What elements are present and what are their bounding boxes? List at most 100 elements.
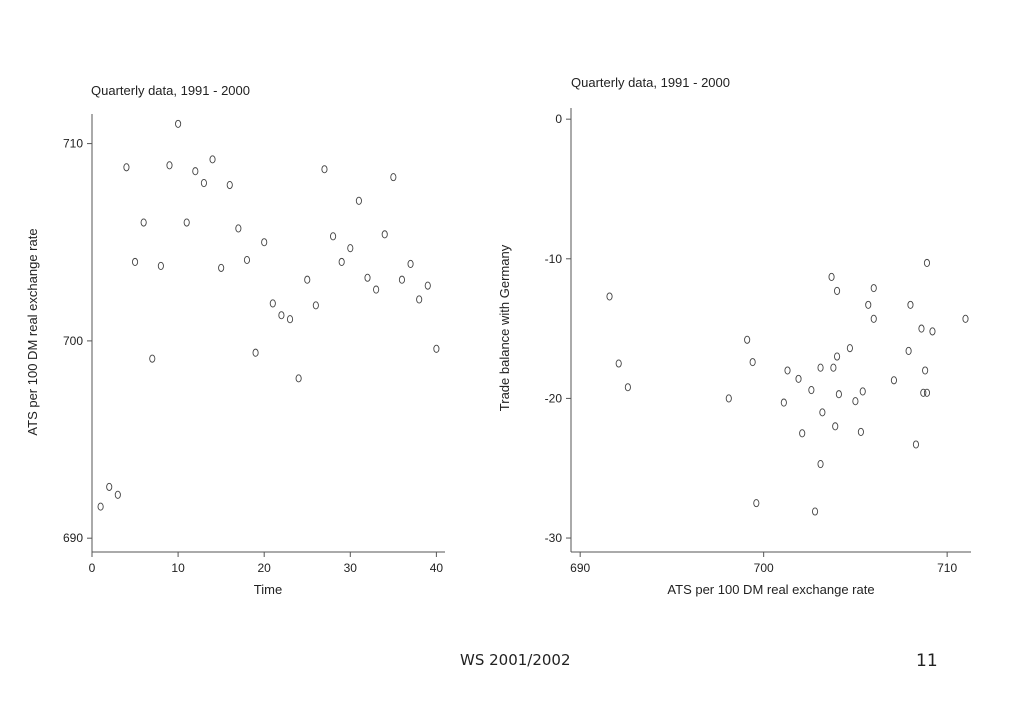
data-point [922,366,929,375]
data-point [808,385,815,395]
chart2-x-axis-label: ATS per 100 DM real exchange rate [667,582,874,597]
chart2-y-axis-label: Trade balance with Germany [497,244,512,411]
data-point [832,422,839,431]
data-point [819,408,826,417]
time-series-scatter-chart: Quarterly data, 1991 - 2000 ATS per 100 … [25,83,445,597]
x-tick-label: 710 [937,561,957,575]
y-tick-label: -10 [545,252,563,266]
data-point [624,383,631,392]
data-point [834,286,841,295]
y-tick-label: 700 [63,334,83,348]
data-point [846,344,853,353]
x-tick-label: 20 [258,561,272,575]
data-point [923,388,931,397]
data-point [606,292,613,301]
data-point [226,180,233,190]
data-point [192,167,199,176]
data-point [433,344,440,353]
y-tick-label: 690 [63,531,83,545]
data-point [749,358,756,367]
data-point [817,459,824,469]
chart1-x-axis-label: Time [254,582,282,597]
data-point [175,119,182,128]
data-point [744,335,751,344]
chart1-title: Quarterly data, 1991 - 2000 [91,83,250,98]
data-point [784,366,791,375]
data-point [278,311,285,320]
chart1-y-axis-label: ATS per 100 DM real exchange rate [25,228,40,435]
data-point [890,376,897,385]
chart2-ticks: 690 700 710 0 -10 -20 -30 [545,112,958,575]
data-point [252,348,259,357]
data-point [286,315,294,324]
data-point [140,218,147,227]
data-point [929,327,936,336]
data-point [852,397,859,406]
data-point [907,300,914,309]
data-point [364,273,371,282]
data-point [905,346,912,355]
data-point [811,507,819,516]
data-point [97,502,104,511]
data-point [355,196,362,205]
x-tick-label: 10 [171,561,185,575]
data-point [347,244,354,253]
data-point [870,314,877,323]
data-point [398,275,406,284]
data-point [338,257,345,267]
data-point [780,398,787,407]
data-point [157,261,164,270]
footer-course-label: WS 2001/2002 [460,651,571,669]
chart2-points [606,258,969,516]
data-point [923,258,931,268]
data-point [166,161,173,170]
chart1-ticks: 0 10 20 30 40 690 700 710 [63,137,443,575]
chart1-points [97,119,440,511]
data-point [424,281,431,290]
y-tick-label: 0 [555,112,562,126]
data-point [261,238,268,247]
data-point [304,275,311,284]
data-point [407,259,414,268]
data-point [835,390,842,399]
data-point [269,299,276,308]
data-point [834,352,841,361]
x-tick-label: 0 [89,561,96,575]
data-point [870,284,877,293]
data-point [857,427,864,436]
data-point [817,363,824,372]
data-point [753,499,760,508]
x-tick-label: 690 [570,561,590,575]
data-point [828,272,835,281]
data-point [131,257,139,267]
data-point [912,440,920,449]
data-point [321,165,328,174]
data-point [865,300,872,309]
data-point [209,155,216,164]
data-point [920,388,927,397]
data-point [799,429,806,438]
data-point [123,163,130,172]
data-point [381,230,388,239]
footer-page-number: 11 [916,651,938,671]
data-point [243,255,251,265]
data-point [106,482,113,491]
data-point [312,301,319,310]
data-point [114,490,121,499]
x-tick-label: 700 [754,561,774,575]
data-point [615,359,622,368]
data-point [373,285,380,294]
data-point [149,354,156,363]
data-point [918,324,925,333]
y-tick-label: 710 [63,137,83,151]
data-point [859,387,866,396]
data-point [725,394,732,403]
data-point [183,218,190,227]
data-point [235,224,242,233]
data-point [962,314,969,323]
x-tick-label: 40 [430,561,444,575]
data-point [330,232,337,241]
data-point [416,295,423,304]
y-tick-label: -20 [545,391,563,405]
